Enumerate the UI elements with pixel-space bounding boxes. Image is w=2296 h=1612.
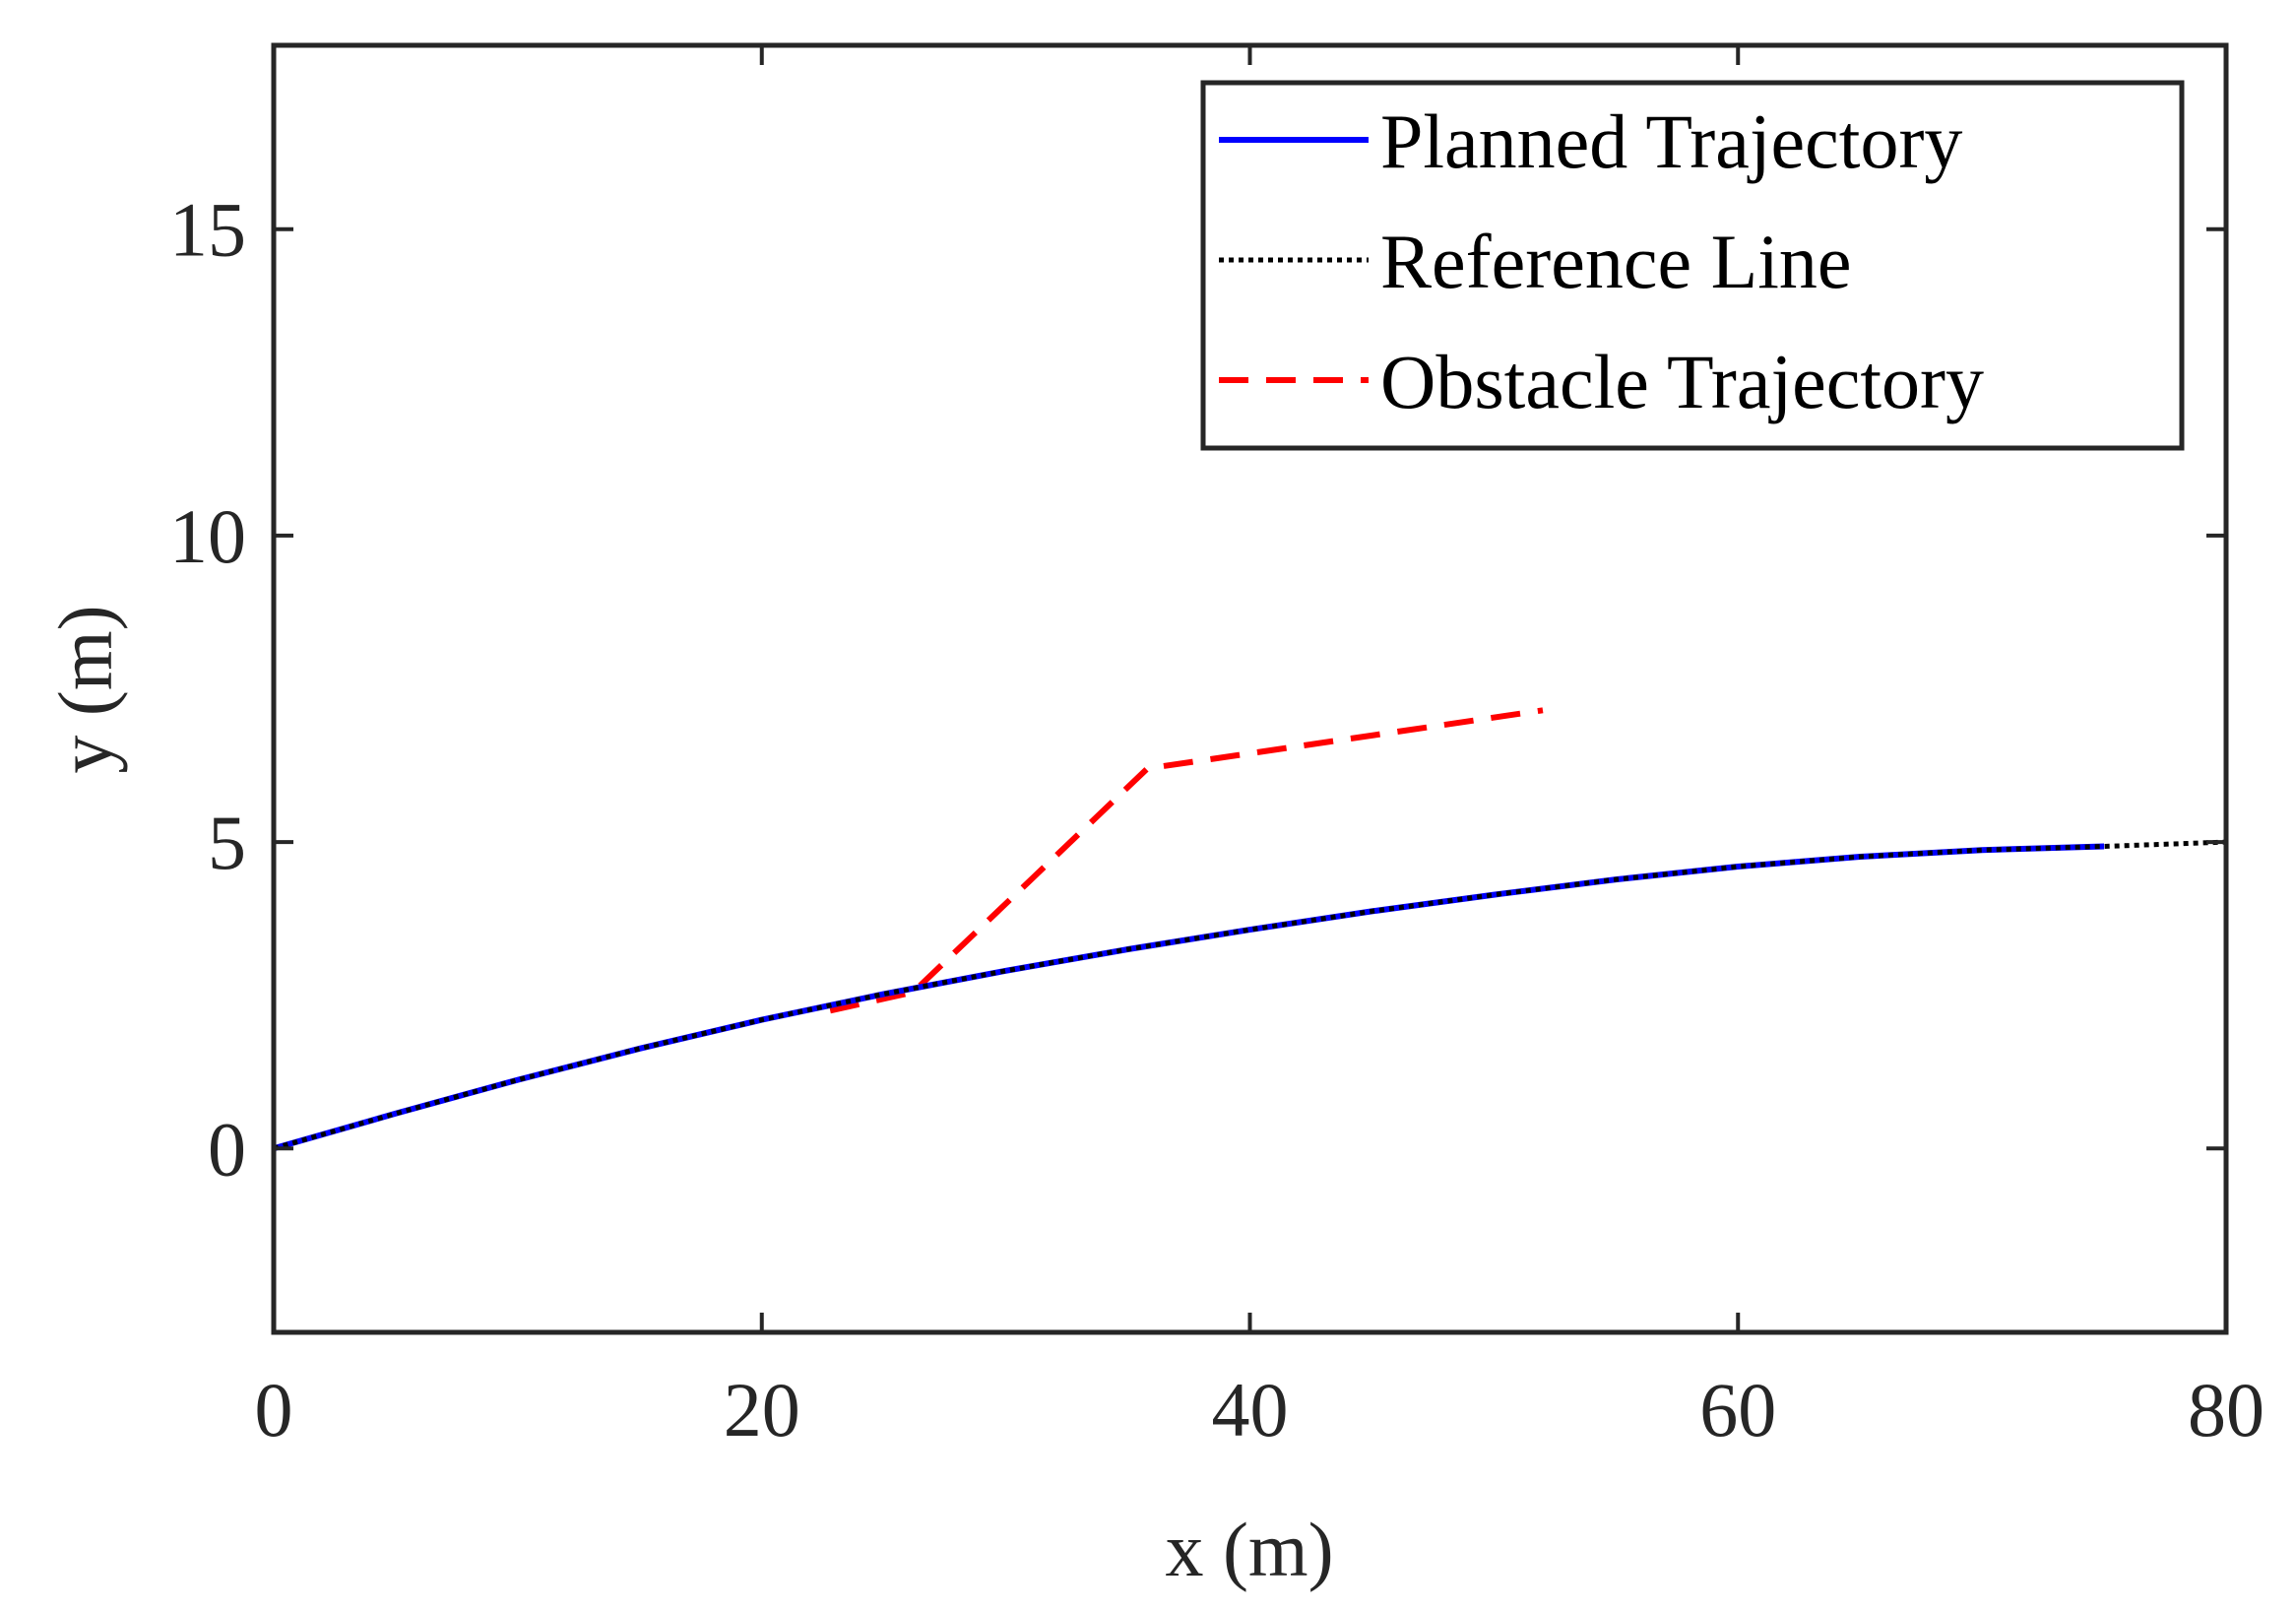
legend-label-planned-trajectory: Planned Trajectory [1380,98,1962,184]
y-tick-label: 5 [208,800,246,885]
series-line-reference-line [273,839,2227,1151]
legend-label-reference-line: Reference Line [1380,219,1852,304]
legend: Planned Trajectory Reference Line Obstacle… [1200,80,2185,451]
legend-items: Planned Trajectory Reference Line Obstacle… [1219,98,1984,424]
x-tick-label: 80 [2188,1367,2264,1452]
x-tick-label: 0 [255,1367,293,1452]
tick-layer: 0 20 40 60 80 0 5 10 15 [169,45,2264,1452]
y-tick-label: 0 [208,1106,246,1192]
y-tick-label: 10 [169,493,246,579]
x-axis-label: x (m) [1165,1507,1333,1592]
y-tick-label: 15 [169,187,246,273]
y-axis-label: y (m) [42,605,128,773]
series-layer [273,707,2227,1152]
x-tick-label: 40 [1212,1367,1289,1452]
legend-box [1200,80,2185,451]
x-tick-label: 20 [724,1367,800,1452]
x-tick-label: 60 [1699,1367,1776,1452]
legend-label-obstacle-trajectory: Obstacle Trajectory [1380,339,1984,424]
series-line-obstacle-trajectory [829,707,1544,1014]
